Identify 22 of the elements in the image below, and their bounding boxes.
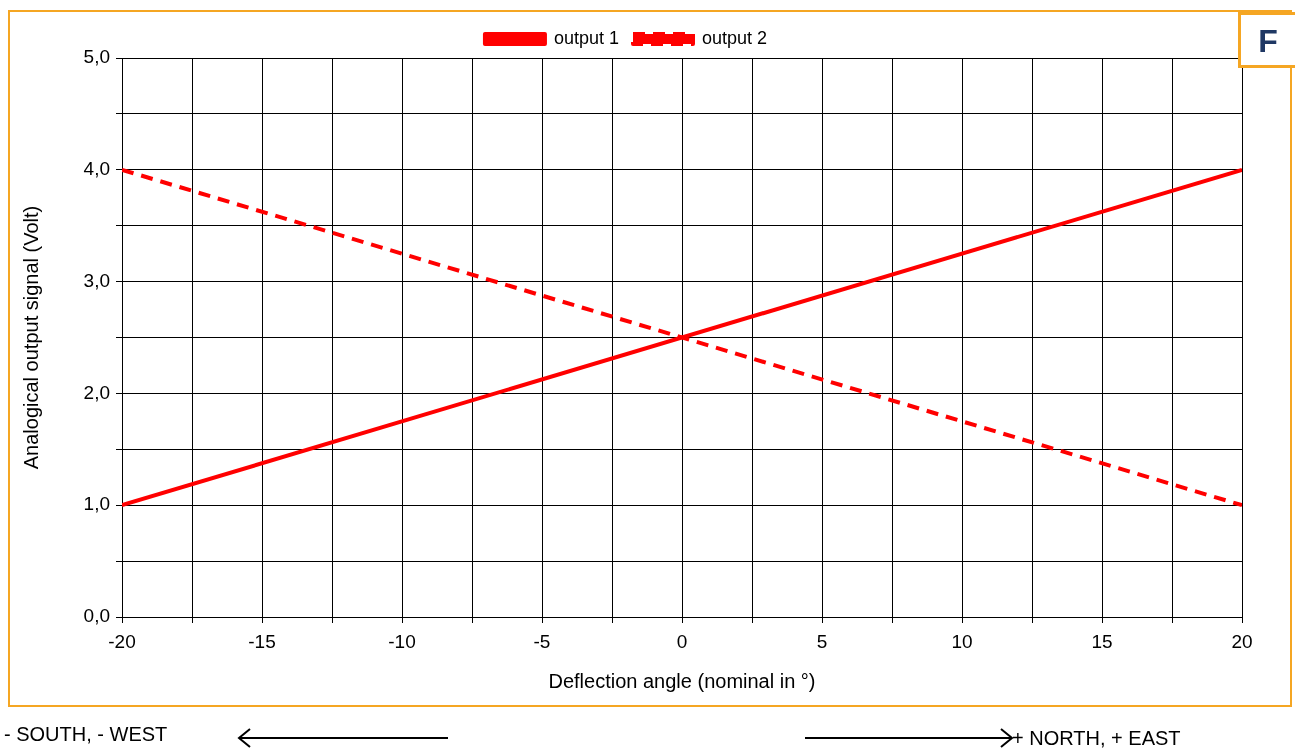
y-tick-label: 3,0 bbox=[83, 269, 110, 291]
text: + NORTH, + EAST bbox=[1012, 727, 1181, 750]
x-tick-label: 20 bbox=[1231, 630, 1253, 652]
y-tick-label: 2,0 bbox=[83, 381, 110, 403]
y-tick-label: 0,0 bbox=[83, 605, 110, 627]
x-tick-label: 15 bbox=[1091, 630, 1113, 652]
legend-label: output 2 bbox=[702, 27, 768, 48]
x-tick-label: 10 bbox=[951, 630, 973, 652]
y-tick-label: 1,0 bbox=[83, 493, 110, 515]
y-tick-label: 4,0 bbox=[83, 158, 110, 180]
x-tick-label: -20 bbox=[108, 630, 136, 652]
x-axis-title: Deflection angle (nominal in °) bbox=[548, 669, 816, 692]
y-axis-title: Analogical output signal (Volt) bbox=[19, 205, 42, 470]
x-tick-label: -10 bbox=[388, 630, 416, 652]
x-tick-label: 5 bbox=[816, 630, 828, 652]
x-tick-label: 0 bbox=[676, 630, 688, 652]
legend-label: output 1 bbox=[553, 27, 620, 48]
x-tick-label: -5 bbox=[533, 630, 551, 652]
text: F bbox=[1238, 12, 1295, 68]
x-tick-label: -15 bbox=[248, 630, 276, 652]
y-tick-label: 5,0 bbox=[83, 46, 110, 68]
text: - SOUTH, - WEST bbox=[4, 723, 168, 746]
